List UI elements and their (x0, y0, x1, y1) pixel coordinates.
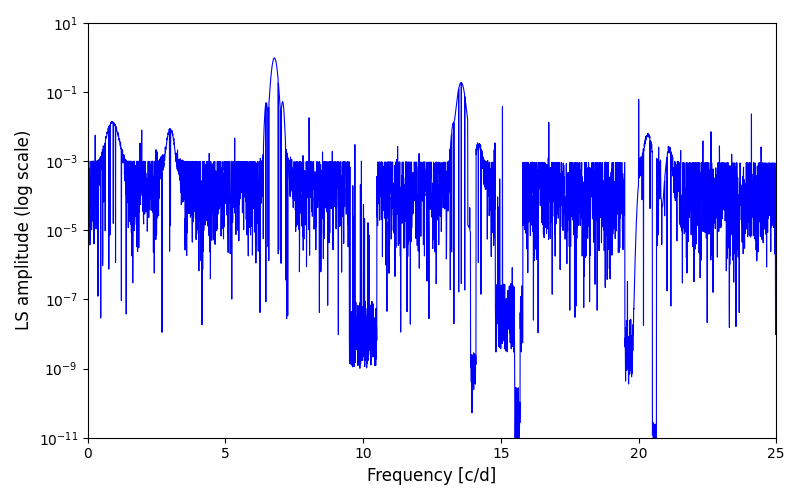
Y-axis label: LS amplitude (log scale): LS amplitude (log scale) (15, 130, 33, 330)
X-axis label: Frequency [c/d]: Frequency [c/d] (367, 467, 497, 485)
